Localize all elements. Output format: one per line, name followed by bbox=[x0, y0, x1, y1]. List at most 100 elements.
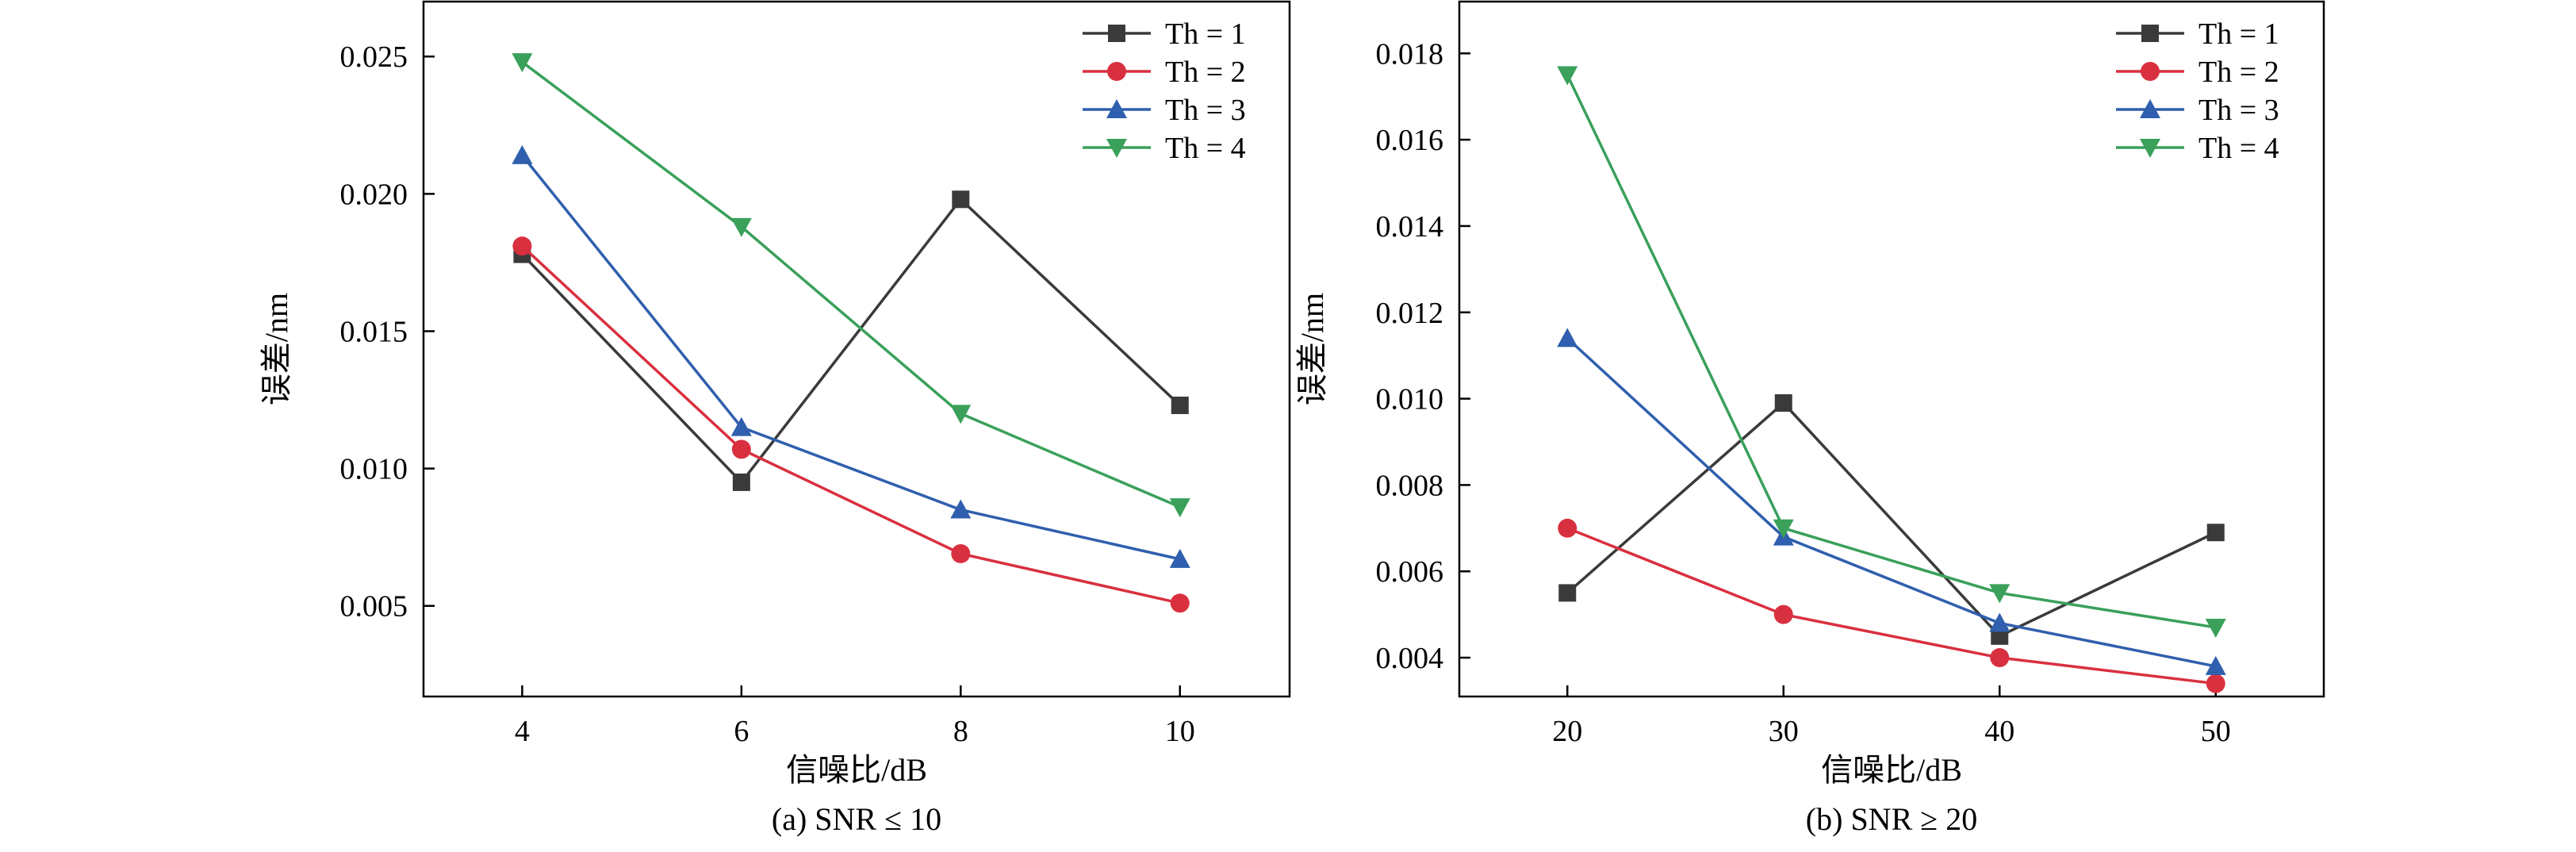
data-point bbox=[2206, 524, 2225, 542]
y-axis-label: 误差/nm bbox=[259, 293, 294, 405]
legend-entry: Th = 2 bbox=[2116, 56, 2279, 89]
legend-marker bbox=[2141, 62, 2160, 81]
y-tick-label: 0.015 bbox=[340, 315, 408, 348]
data-point bbox=[1169, 548, 1190, 568]
x-tick-label: 4 bbox=[515, 715, 530, 748]
legend-marker bbox=[2141, 25, 2159, 42]
legend-label: Th = 1 bbox=[1165, 17, 1246, 51]
data-point bbox=[952, 190, 970, 209]
series-line bbox=[521, 154, 1181, 561]
legend-label: Th = 3 bbox=[1165, 94, 1246, 127]
x-tick-label: 50 bbox=[2201, 715, 2231, 748]
series-line bbox=[521, 197, 1181, 485]
data-point bbox=[512, 144, 533, 164]
y-tick-label: 0.020 bbox=[340, 178, 408, 211]
data-point bbox=[1989, 612, 2011, 632]
legend-entry: Th = 4 bbox=[1083, 132, 1246, 165]
legend-entry: Th = 1 bbox=[1083, 17, 1246, 51]
chart-panel-2: 20 30 40 50 0.004 0.006 0.008 0.010 0.012 0.014 0.… bbox=[1294, 0, 2325, 837]
y-tick-label: 0.008 bbox=[1376, 469, 1444, 502]
series-th-3 bbox=[1557, 328, 2226, 675]
y-tick-label: 0.016 bbox=[1376, 124, 1444, 157]
data-point bbox=[1774, 394, 1792, 413]
legend-label: Th = 2 bbox=[2198, 56, 2279, 89]
data-point bbox=[1557, 66, 1578, 86]
data-point bbox=[1773, 604, 1793, 624]
series-th-1 bbox=[1558, 394, 2225, 645]
legend-entry: Th = 4 bbox=[2116, 132, 2279, 165]
data-point bbox=[512, 53, 533, 73]
y-tick-label: 0.014 bbox=[1376, 210, 1444, 244]
legend-entry: Th = 1 bbox=[2116, 17, 2279, 51]
series-line bbox=[1566, 401, 2217, 638]
panel-caption: (b) SNR ≥ 20 bbox=[1806, 801, 1977, 837]
legend-marker bbox=[1107, 62, 1126, 81]
x-tick-label: 20 bbox=[1552, 715, 1582, 748]
data-point bbox=[1990, 648, 2010, 668]
data-point bbox=[512, 236, 532, 256]
chart-panel-1: 4 6 8 10 0.005 0.010 0.015 0.020 0.025 信噪比/dB 误差/n… bbox=[259, 0, 1291, 837]
legend-label: Th = 3 bbox=[2198, 94, 2279, 127]
series-th-2 bbox=[1558, 518, 2225, 693]
legend-entry: Th = 3 bbox=[2116, 94, 2279, 127]
data-point bbox=[1171, 396, 1189, 414]
data-point bbox=[950, 499, 972, 519]
x-axis-label: 信噪比/dB bbox=[786, 752, 927, 788]
x-tick-label: 8 bbox=[953, 715, 968, 748]
data-point bbox=[1557, 328, 1578, 347]
data-point bbox=[1558, 518, 1577, 538]
data-point bbox=[951, 543, 971, 563]
series-th-1 bbox=[513, 190, 1189, 491]
y-tick-label: 0.010 bbox=[340, 453, 408, 486]
data-point bbox=[732, 473, 750, 491]
data-point bbox=[2206, 674, 2225, 693]
data-point bbox=[2205, 655, 2226, 675]
x-tick-label: 10 bbox=[1165, 715, 1195, 748]
x-axis-label: 信噪比/dB bbox=[1821, 752, 1962, 788]
y-tick-label: 0.010 bbox=[1376, 383, 1444, 416]
y-tick-label: 0.004 bbox=[1376, 642, 1444, 675]
data-point bbox=[2205, 618, 2226, 638]
data-point bbox=[1169, 498, 1190, 518]
legend-marker bbox=[1106, 139, 1127, 158]
data-point bbox=[730, 416, 752, 436]
legend-label: Th = 4 bbox=[2198, 132, 2279, 165]
data-point bbox=[731, 439, 751, 459]
data-point bbox=[1558, 584, 1577, 602]
y-tick-label: 0.012 bbox=[1376, 297, 1444, 330]
plot-frame bbox=[422, 0, 1291, 698]
y-tick-label: 0.006 bbox=[1376, 555, 1444, 589]
data-point bbox=[730, 217, 752, 237]
series-line bbox=[1566, 337, 2217, 668]
series-th-4 bbox=[512, 53, 1190, 518]
data-point bbox=[1773, 519, 1794, 539]
y-tick-label: 0.005 bbox=[340, 590, 408, 624]
series-line bbox=[1566, 74, 2217, 629]
data-point bbox=[1170, 593, 1190, 613]
panel-caption: (a) SNR ≤ 10 bbox=[772, 801, 941, 837]
x-tick-label: 6 bbox=[734, 715, 749, 748]
legend-marker bbox=[1108, 25, 1125, 42]
x-tick-label: 30 bbox=[1769, 715, 1799, 748]
y-tick-label: 0.018 bbox=[1376, 37, 1444, 71]
series-th-3 bbox=[512, 144, 1190, 568]
legend-entry: Th = 2 bbox=[1083, 56, 1246, 89]
series-line bbox=[1566, 527, 2216, 685]
data-point bbox=[1989, 584, 2011, 604]
legend-marker bbox=[1106, 99, 1127, 118]
series-line bbox=[521, 60, 1181, 509]
legend-marker bbox=[2140, 99, 2160, 118]
series-th-4 bbox=[1557, 66, 2226, 638]
legend-marker bbox=[2140, 139, 2160, 158]
series-line bbox=[521, 244, 1181, 604]
x-tick-label: 40 bbox=[1984, 715, 2014, 748]
plot-frame bbox=[1458, 0, 2325, 698]
legend-label: Th = 1 bbox=[2198, 17, 2279, 51]
series-th-2 bbox=[512, 236, 1190, 613]
y-axis-label: 误差/nm bbox=[1294, 293, 1330, 405]
legend-label: Th = 4 bbox=[1165, 132, 1246, 165]
legend-label: Th = 2 bbox=[1165, 56, 1246, 89]
legend-entry: Th = 3 bbox=[1083, 94, 1246, 127]
data-point bbox=[950, 405, 972, 424]
